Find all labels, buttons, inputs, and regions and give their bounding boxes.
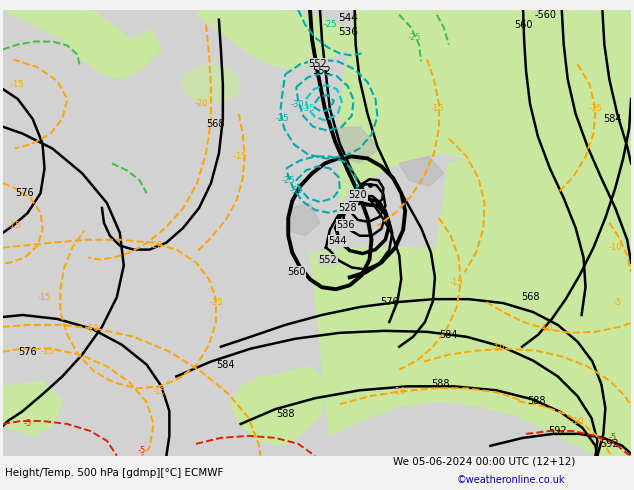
- Text: -15: -15: [234, 152, 247, 161]
- Text: Height/Temp. 500 hPa [gdmp][°C] ECMWF: Height/Temp. 500 hPa [gdmp][°C] ECMWF: [5, 468, 223, 478]
- Text: -25: -25: [323, 20, 337, 29]
- Text: -560: -560: [535, 10, 557, 20]
- Text: 552: 552: [318, 254, 337, 265]
- Text: -5: -5: [138, 446, 146, 455]
- Text: -10: -10: [609, 243, 622, 252]
- Text: We 05-06-2024 00:00 UTC (12+12): We 05-06-2024 00:00 UTC (12+12): [393, 457, 576, 466]
- Text: -15: -15: [8, 221, 22, 230]
- Polygon shape: [399, 156, 444, 186]
- Text: 584: 584: [217, 360, 235, 369]
- Text: 576: 576: [15, 188, 34, 198]
- Polygon shape: [3, 10, 162, 79]
- Text: 592: 592: [600, 439, 619, 449]
- Text: 560: 560: [287, 268, 306, 277]
- Text: -15: -15: [430, 104, 444, 113]
- Text: -15: -15: [450, 278, 463, 287]
- Text: -10: -10: [392, 387, 406, 396]
- Text: 576: 576: [380, 297, 399, 307]
- Text: -30: -30: [289, 186, 303, 195]
- Text: 592: 592: [548, 426, 567, 436]
- Text: -30: -30: [290, 100, 304, 109]
- Text: -25: -25: [408, 33, 421, 42]
- Text: 576: 576: [18, 346, 37, 357]
- Text: -5: -5: [23, 419, 32, 428]
- Polygon shape: [419, 148, 631, 327]
- Text: -20: -20: [194, 99, 208, 108]
- Text: 544: 544: [338, 13, 358, 23]
- Text: 536: 536: [338, 26, 358, 37]
- Text: -15: -15: [41, 347, 55, 356]
- Text: -35: -35: [301, 104, 315, 113]
- Text: 560: 560: [514, 20, 533, 30]
- Text: -10: -10: [571, 416, 585, 425]
- Text: 520: 520: [348, 190, 367, 200]
- Text: 528: 528: [339, 203, 357, 213]
- Text: 544: 544: [328, 236, 347, 245]
- Polygon shape: [285, 203, 320, 236]
- Text: 536: 536: [337, 220, 355, 230]
- Text: 584: 584: [439, 330, 458, 340]
- Text: ©weatheronline.co.uk: ©weatheronline.co.uk: [456, 475, 565, 485]
- Text: -15: -15: [38, 293, 51, 302]
- Text: 552: 552: [313, 66, 332, 76]
- Polygon shape: [578, 317, 631, 456]
- Text: 588: 588: [432, 379, 450, 390]
- Polygon shape: [310, 247, 631, 456]
- Polygon shape: [330, 127, 379, 163]
- Ellipse shape: [77, 35, 127, 64]
- Text: -25: -25: [281, 176, 295, 185]
- Text: -10: -10: [539, 324, 553, 333]
- Ellipse shape: [181, 64, 241, 104]
- Polygon shape: [340, 10, 631, 203]
- Text: -15: -15: [589, 104, 602, 113]
- Text: -15: -15: [209, 297, 223, 307]
- Polygon shape: [3, 381, 62, 436]
- Text: -15: -15: [11, 79, 25, 89]
- Text: 584: 584: [603, 114, 621, 124]
- Text: -5: -5: [613, 297, 621, 307]
- Text: -15: -15: [153, 387, 166, 396]
- Text: 588: 588: [276, 409, 295, 419]
- Polygon shape: [231, 367, 330, 446]
- Text: 568: 568: [521, 292, 540, 302]
- Text: 552: 552: [309, 59, 327, 69]
- Text: -25: -25: [276, 114, 289, 123]
- Text: -10: -10: [491, 344, 505, 353]
- Text: 568: 568: [207, 119, 225, 129]
- Text: -20: -20: [150, 241, 163, 250]
- Text: -10: -10: [86, 324, 99, 333]
- Polygon shape: [196, 10, 354, 69]
- Text: -5: -5: [608, 433, 616, 442]
- Text: 588: 588: [527, 396, 545, 406]
